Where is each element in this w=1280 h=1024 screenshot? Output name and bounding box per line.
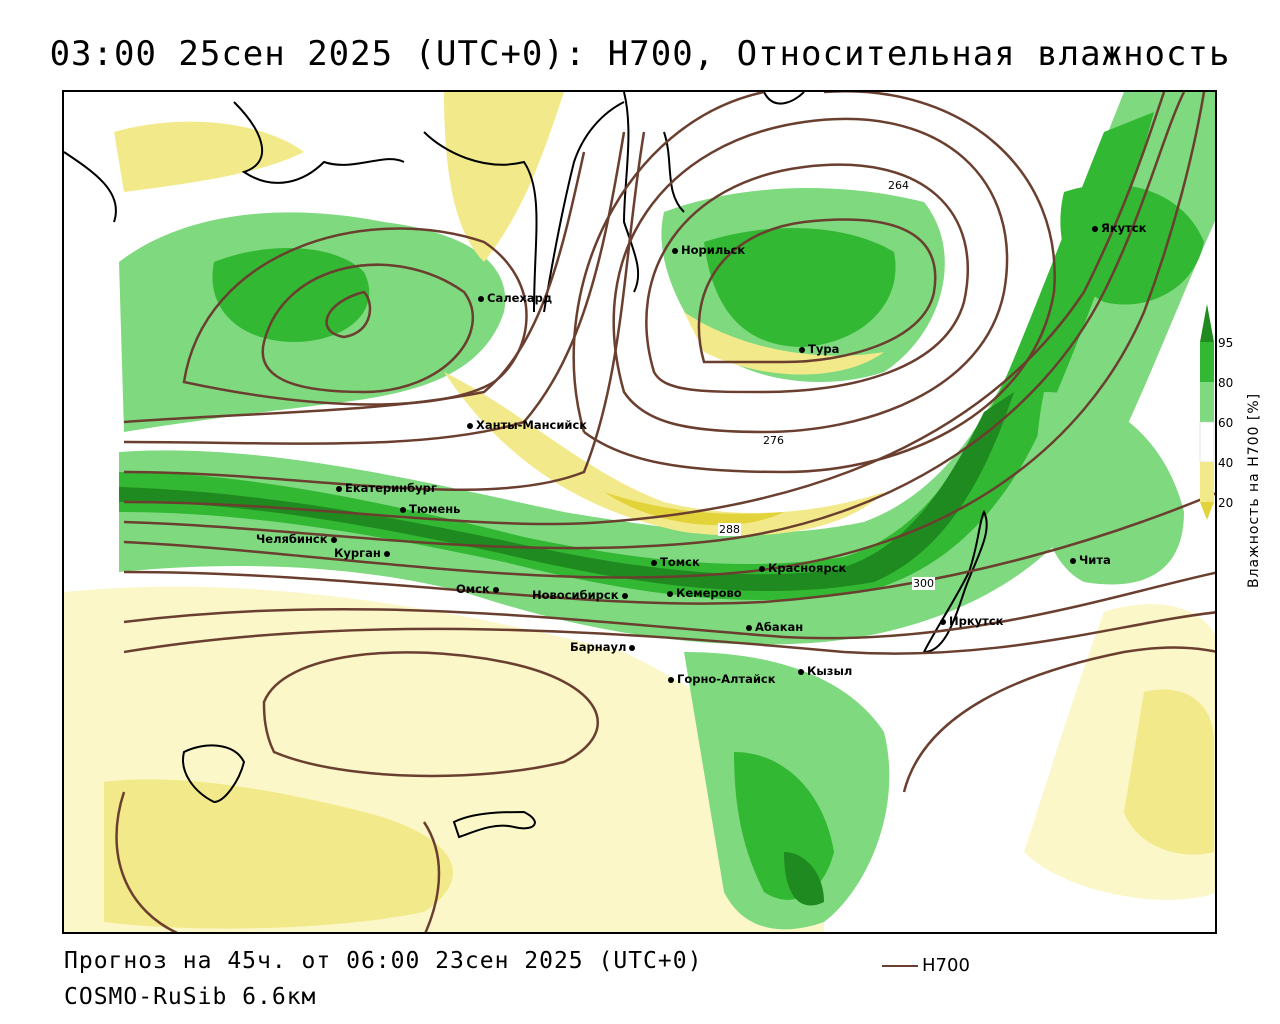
city-label: Челябинск: [256, 532, 328, 546]
city-yekaterinburg: Екатеринбург: [336, 481, 437, 495]
city-krasnoyarsk: Красноярск: [759, 561, 846, 575]
city-label: Норильск: [681, 243, 746, 257]
city-label: Томск: [660, 555, 700, 569]
city-marker: [668, 676, 674, 683]
isoline-legend-label: H700: [922, 955, 970, 976]
city-marker: [330, 536, 337, 543]
city-label: Омск: [456, 582, 490, 596]
colorbar-tick-60: 60: [1218, 416, 1234, 430]
city-tyumen: Тюмень: [400, 502, 460, 516]
city-marker: [1070, 557, 1076, 564]
city-marker: [400, 506, 406, 513]
city-chelyabinsk: Челябинск: [256, 532, 340, 546]
model-name: COSMO-RuSib 6.6км: [64, 984, 317, 1010]
city-label: Барнаул: [570, 640, 627, 654]
city-salekhard: Салехард: [478, 291, 552, 305]
city-kurgan: Курган: [334, 546, 393, 560]
city-label: Иркутск: [949, 614, 1004, 628]
city-marker: [940, 618, 946, 625]
isoline-legend: H700: [882, 955, 970, 976]
city-label: Тура: [808, 342, 840, 356]
isoline-label-288: 288: [718, 523, 741, 536]
city-label: Тюмень: [409, 502, 461, 516]
isoline-label-264: 264: [887, 179, 910, 192]
city-gorno-altaysk: Горно-Алтайск: [668, 672, 776, 686]
city-label: Чита: [1079, 553, 1111, 567]
city-yakutsk: Якутск: [1092, 221, 1146, 235]
city-omsk: Омск: [456, 582, 502, 596]
city-chita: Чита: [1070, 553, 1111, 567]
colorbar-axis-label: Влажность на H700 [%]: [1246, 392, 1262, 588]
city-novosibirsk: Новосибирск: [532, 588, 631, 602]
dry-zone-south-deep: [104, 779, 453, 929]
city-label: Якутск: [1101, 221, 1147, 235]
city-label: Абакан: [755, 620, 804, 634]
city-label: Ханты-Мансийск: [476, 418, 588, 432]
city-abakan: Абакан: [746, 620, 803, 634]
city-label: Красноярск: [768, 561, 847, 575]
city-label: Горно-Алтайск: [677, 672, 776, 686]
colorbar-tick-95: 95: [1218, 336, 1234, 350]
city-marker: [1092, 225, 1098, 232]
city-label: Новосибирск: [532, 588, 619, 602]
map-canvas: [64, 92, 1215, 932]
city-marker: [667, 590, 673, 597]
city-marker: [336, 485, 342, 492]
isoline-label-300: 300: [912, 577, 935, 590]
city-marker: [672, 247, 678, 254]
map-title: 03:00 25сен 2025 (UTC+0): H700, Относите…: [49, 34, 1231, 74]
forecast-info: Прогноз на 45ч. от 06:00 23сен 2025 (UTC…: [64, 948, 703, 974]
city-marker: [467, 422, 473, 429]
humidity-colorbar: 95 80 60 40 20: [1198, 300, 1278, 600]
city-barnaul: Барнаул: [570, 640, 638, 654]
colorbar-tick-40: 40: [1218, 456, 1234, 470]
city-label: Курган: [334, 546, 381, 560]
city-label: Салехард: [487, 291, 553, 305]
city-label: Екатеринбург: [345, 481, 437, 495]
city-marker: [383, 550, 390, 557]
colorbar-swatches: [1199, 304, 1215, 520]
h700-isolines: [115, 92, 1215, 932]
city-norilsk: Норильск: [672, 243, 745, 257]
city-marker: [746, 624, 752, 631]
city-tomsk: Томск: [651, 555, 700, 569]
city-marker: [759, 565, 765, 572]
city-tura: Тура: [799, 342, 839, 356]
isoline-label-276: 276: [762, 434, 785, 447]
city-marker: [478, 295, 484, 302]
city-label: Кызыл: [807, 664, 853, 678]
city-kyzyl: Кызыл: [798, 664, 852, 678]
coastline: [64, 92, 805, 313]
city-marker: [621, 592, 628, 599]
city-khanty-mansiysk: Ханты-Мансийск: [467, 418, 587, 432]
map-panel: 264 276 288 300 Якутск Норильск Салехард…: [62, 90, 1217, 934]
city-kemerovo: Кемерово: [667, 586, 742, 600]
colorbar-tick-80: 80: [1218, 376, 1234, 390]
city-marker: [629, 644, 636, 651]
aral-outline: [182, 744, 246, 804]
city-marker: [798, 668, 804, 675]
city-marker: [492, 586, 499, 593]
city-marker: [799, 346, 805, 353]
dry-arc-central: [444, 372, 884, 536]
city-marker: [651, 559, 657, 566]
colorbar-tick-20: 20: [1218, 496, 1234, 510]
city-label: Кемерово: [676, 586, 742, 600]
city-irkutsk: Иркутск: [940, 614, 1003, 628]
lake-balkhash-outline: [452, 810, 536, 839]
isoline-legend-swatch: [882, 965, 918, 967]
